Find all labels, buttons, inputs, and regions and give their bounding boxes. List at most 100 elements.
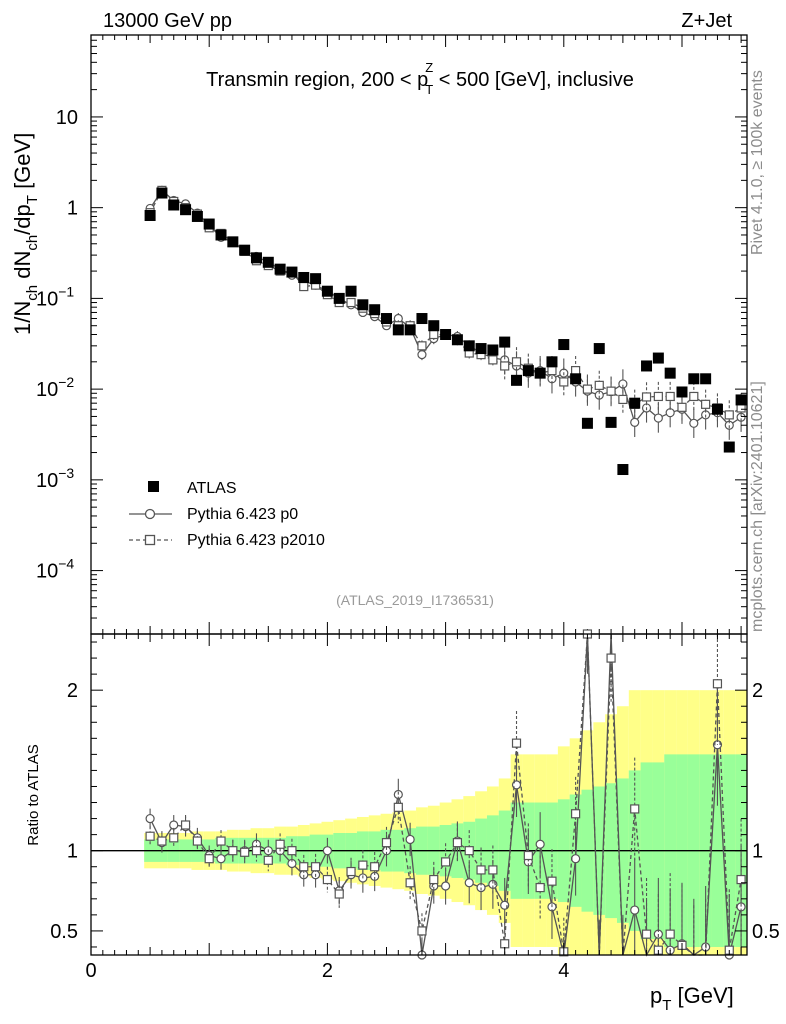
ratio-point-p2010 <box>251 846 262 856</box>
data-point-atlas <box>227 236 239 248</box>
tick-base: 10 <box>36 561 58 583</box>
tick-exponent: −4 <box>58 556 74 572</box>
ratio-point-p2010 <box>180 820 191 830</box>
main-point-p0 <box>689 418 699 428</box>
title-text-b: < 500 [GeV], inclusive <box>433 69 634 91</box>
ratio-point-p2010 <box>712 679 723 689</box>
ratio-point-p0 <box>169 820 179 830</box>
main-point-p2010 <box>299 281 309 292</box>
header-right: Z+Jet <box>681 10 732 32</box>
main-point-p2010 <box>618 394 628 405</box>
ratio-point-p2010 <box>216 836 226 846</box>
ylabel-a: 1/N <box>10 301 35 335</box>
tick-exponent: −1 <box>58 283 74 299</box>
ratio-point-p0 <box>440 881 451 891</box>
legend-label-p2010: Pythia 6.423 p2010 <box>187 532 325 549</box>
ratio-point-p0 <box>145 813 155 824</box>
legend-marker-atlas <box>148 481 159 492</box>
data-point-atlas <box>463 340 475 352</box>
main-point-p2010 <box>689 391 699 402</box>
ratio-point-p2010 <box>263 855 273 865</box>
ratio-point-p2010 <box>322 874 332 885</box>
title-sup: Z <box>425 60 433 75</box>
main-point-p2010 <box>417 341 427 351</box>
main-y-axis-label: 1/Nch dNch/dpT [GeV] <box>10 133 41 335</box>
ratio-point-p2010 <box>665 929 675 939</box>
ratio-point-p2010 <box>287 846 297 856</box>
ratio-point-p2010 <box>228 846 238 856</box>
data-point-atlas <box>522 365 534 377</box>
main-point-p2010 <box>511 357 522 367</box>
data-point-atlas <box>440 329 452 340</box>
data-point-atlas <box>369 304 381 316</box>
data-point-atlas <box>298 271 310 283</box>
ratio-y-tick-label-right: 2 <box>752 680 763 702</box>
ratio-point-p2010 <box>381 838 392 848</box>
ratio-point-p2010 <box>464 846 474 856</box>
data-point-atlas <box>652 352 664 364</box>
ratio-point-p2010 <box>511 738 522 748</box>
xlabel-a: p <box>650 983 662 1008</box>
ratio-point-p2010 <box>547 876 557 886</box>
data-point-atlas <box>310 273 322 285</box>
ylabel-b: dN <box>10 251 35 285</box>
ratio-point-p2010 <box>204 854 214 864</box>
data-point-atlas <box>333 292 345 304</box>
data-point-atlas <box>617 464 629 476</box>
tick-base: 10 <box>56 107 78 129</box>
x-axis-label: pT [GeV] <box>650 983 734 1014</box>
data-point-atlas <box>605 416 617 428</box>
main-point-p2010 <box>500 361 510 371</box>
ratio-point-p2010 <box>346 866 356 877</box>
ratio-point-p0 <box>405 834 415 845</box>
ratio-point-p0 <box>535 839 545 849</box>
ratio-point-p0 <box>216 854 226 864</box>
main-y-tick-label: 10−4 <box>36 556 74 583</box>
tick-base: 10 <box>36 470 58 492</box>
data-point-atlas <box>735 394 747 406</box>
title-sub: T <box>425 82 433 97</box>
data-point-atlas <box>676 386 688 398</box>
main-point-p2010 <box>606 386 616 396</box>
xlabel-sub: T <box>662 997 671 1014</box>
ratio-point-p2010 <box>240 847 250 857</box>
ratio-y-tick-label: 0.5 <box>50 921 78 943</box>
data-point-atlas <box>404 324 416 336</box>
ratio-point-p2010 <box>192 836 202 846</box>
ratio-point-p2010 <box>452 838 463 848</box>
data-point-atlas <box>250 252 262 264</box>
ratio-point-p0 <box>630 905 640 915</box>
data-point-atlas <box>321 285 333 297</box>
data-point-atlas <box>345 285 357 297</box>
main-y-tick-label: 10 <box>56 107 78 129</box>
data-point-atlas <box>688 373 700 385</box>
ratio-point-p2010 <box>606 653 616 663</box>
ratio-frame <box>90 633 748 956</box>
legend: ATLAS Pythia 6.423 p0 Pythia 6.423 p2010 <box>129 480 325 549</box>
ratio-point-p2010 <box>440 857 451 867</box>
ratio-point-p2010 <box>488 865 498 875</box>
data-point-atlas <box>451 334 463 346</box>
ratio-point-p2010 <box>370 862 380 872</box>
main-point-p0 <box>618 379 628 389</box>
data-point-atlas <box>274 263 286 275</box>
main-point-p2010 <box>346 297 356 308</box>
ratio-point-p2010 <box>393 802 403 812</box>
main-point-p2010 <box>594 380 604 390</box>
main-point-p2010 <box>547 366 557 376</box>
data-point-atlas <box>392 324 404 336</box>
data-point-atlas <box>203 218 215 230</box>
ratio-point-p2010 <box>405 878 415 888</box>
data-point-atlas <box>144 209 156 221</box>
data-point-atlas <box>700 373 712 385</box>
ylabel-c-sub: T <box>24 195 41 204</box>
data-point-atlas <box>629 397 641 409</box>
main-y-tick-label: 10−1 <box>36 283 74 310</box>
ratio-point-p2010 <box>476 865 486 875</box>
main-point-p0 <box>653 413 663 423</box>
main-point-p2010 <box>488 355 498 365</box>
main-point-p2010 <box>677 402 687 412</box>
ratio-y-tick-label-right: 1 <box>752 841 763 863</box>
